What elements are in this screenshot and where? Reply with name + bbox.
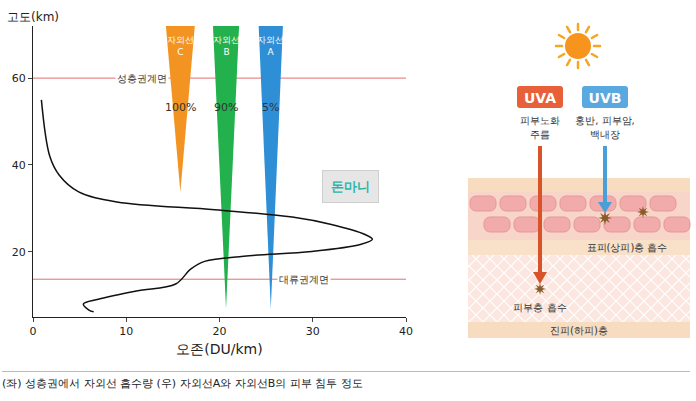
svg-text:표피(상피)층 흡수: 표피(상피)층 흡수: [587, 242, 668, 253]
svg-text:0: 0: [30, 325, 37, 338]
svg-text:백내장: 백내장: [590, 129, 620, 140]
svg-text:오존(DU/km): 오존(DU/km): [176, 341, 262, 357]
svg-text:홍반, 피부암,: 홍반, 피부암,: [575, 115, 635, 126]
svg-text:5%: 5%: [262, 101, 279, 114]
svg-text:UVA: UVA: [524, 90, 556, 106]
svg-text:60: 60: [12, 72, 26, 85]
svg-text:90%: 90%: [214, 101, 238, 114]
svg-text:40: 40: [12, 159, 26, 172]
svg-text:UVB: UVB: [589, 90, 622, 106]
svg-text:고도(km): 고도(km): [7, 10, 59, 24]
svg-text:진피(하피)층: 진피(하피)층: [550, 325, 608, 336]
svg-text:30: 30: [306, 325, 320, 338]
svg-text:자외선B: 자외선B: [213, 35, 240, 57]
svg-text:피부층 흡수: 피부층 흡수: [513, 302, 566, 313]
svg-text:주름: 주름: [530, 129, 550, 140]
svg-text:10: 10: [119, 325, 133, 338]
svg-text:100%: 100%: [165, 101, 196, 114]
svg-text:성층권계면: 성층권계면: [117, 73, 167, 84]
html-text:(좌) 성층권에서 자외선 흡수량 (우) 자외선A와 자외: (좌) 성층권에서 자외선 흡수량 (우) 자외선A와 자외선B의 피부 침투 …: [2, 377, 363, 390]
svg-text:20: 20: [213, 325, 227, 338]
svg-text:피부노화: 피부노화: [520, 115, 560, 126]
svg-text:돈마니: 돈마니: [331, 179, 370, 194]
svg-text:20: 20: [12, 246, 26, 259]
svg-text:대류권계면: 대류권계면: [279, 274, 329, 285]
svg-text:자외선A: 자외선A: [257, 35, 284, 57]
svg-text:자외선C: 자외선C: [167, 35, 194, 57]
svg-text:40: 40: [399, 325, 413, 338]
